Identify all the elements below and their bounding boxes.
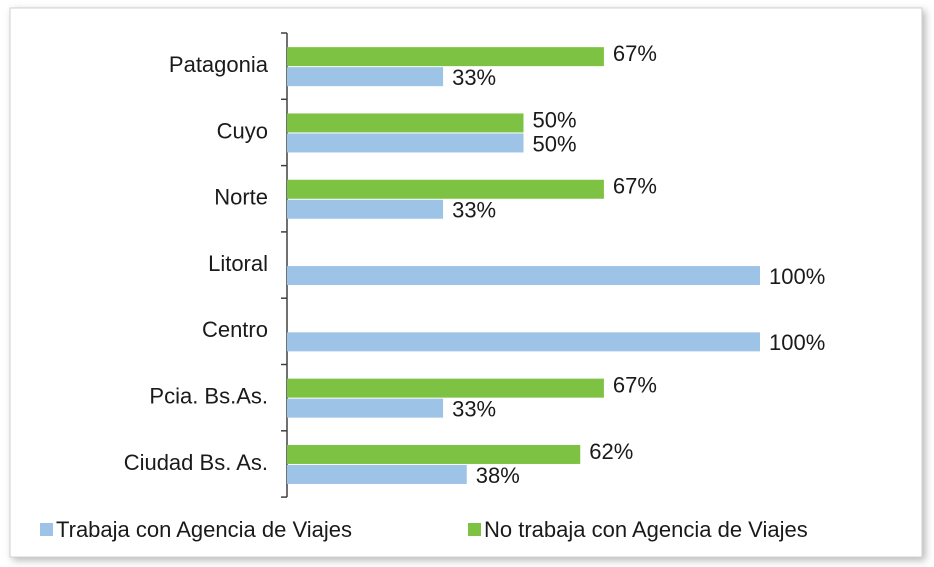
legend-swatch [468, 523, 481, 536]
category-label: Centro [202, 317, 268, 342]
category-label: Cuyo [217, 118, 268, 143]
data-label: 38% [476, 463, 520, 488]
category-label: Patagonia [169, 52, 269, 77]
legend-label: No trabaja con Agencia de Viajes [484, 517, 808, 542]
bar [287, 47, 604, 67]
data-label: 67% [613, 174, 657, 199]
data-label: 67% [613, 372, 657, 397]
bar [287, 444, 581, 464]
bar [287, 266, 760, 286]
category-label: Pcia. Bs.As. [149, 383, 268, 408]
bar [287, 113, 524, 133]
data-label: 67% [613, 41, 657, 66]
bar [287, 332, 760, 352]
data-label: 33% [452, 65, 496, 90]
data-label: 62% [589, 439, 633, 464]
category-label: Ciudad Bs. As. [124, 450, 268, 475]
bar [287, 378, 604, 398]
category-label: Norte [214, 185, 268, 210]
bar [287, 199, 444, 219]
data-label: 50% [533, 131, 577, 156]
bar [287, 67, 444, 87]
legend-label: Trabaja con Agencia de Viajes [56, 517, 352, 542]
bar [287, 398, 444, 418]
bar [287, 179, 604, 199]
data-label: 33% [452, 396, 496, 421]
data-label: 33% [452, 198, 496, 223]
legend-swatch [40, 523, 53, 536]
data-label: 100% [769, 264, 825, 289]
data-label: 50% [533, 107, 577, 132]
data-label: 100% [769, 330, 825, 355]
category-label: Litoral [208, 251, 268, 276]
bar [287, 133, 524, 153]
bar [287, 464, 467, 484]
